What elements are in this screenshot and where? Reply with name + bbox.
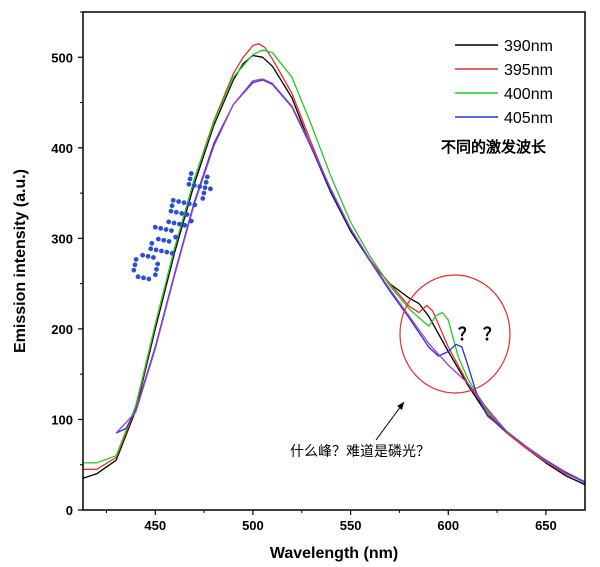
watermark-dot (173, 234, 179, 240)
watermark-dot (181, 200, 187, 206)
watermark-dot (204, 174, 210, 180)
watermark-dot (155, 236, 161, 242)
watermark-dot (163, 227, 169, 232)
watermark-dot (173, 209, 179, 215)
watermark-dot (197, 184, 203, 189)
callout-label: 什么峰？难道是磷光？ (290, 444, 430, 460)
y-tick-label: 400 (51, 141, 73, 156)
y-tick-label: 200 (51, 322, 73, 337)
peak-highlight-ellipse (399, 274, 511, 394)
watermark-dot (151, 255, 156, 260)
y-axis-ticks: 0 100 200 300 400 500 (51, 11, 83, 518)
x-tick-label: 550 (340, 518, 362, 533)
watermark-dot (133, 257, 139, 262)
callout-arrow-head (397, 402, 404, 410)
watermark-dot (202, 185, 208, 191)
legend: 390nm 395nm 400nm 405nm (455, 38, 553, 127)
plot-lines (82, 43, 586, 486)
watermark-dot (184, 212, 190, 217)
watermark-dot (135, 274, 141, 280)
watermark-dot (192, 202, 198, 208)
y-tick-label: 100 (51, 412, 73, 427)
watermark-dot (169, 250, 175, 256)
watermark-dot (187, 176, 193, 182)
watermark-dot (201, 190, 207, 196)
watermark-dot (141, 275, 146, 281)
watermark-dot (169, 203, 175, 209)
x-tick-label: 650 (535, 518, 557, 533)
callout-arrow-line (375, 401, 405, 441)
watermark-dot (186, 201, 192, 207)
series-line-400nm (83, 49, 586, 484)
watermark-dot (177, 221, 182, 227)
watermark-dot (131, 267, 137, 273)
legend-label: 405nm (504, 110, 553, 127)
legend-label: 400nm (504, 86, 553, 103)
watermark-dot (152, 272, 158, 278)
x-tick-label: 450 (144, 518, 166, 533)
watermark-dot (148, 246, 154, 252)
watermark-dot (154, 266, 159, 272)
watermark-dot (188, 171, 194, 176)
watermark-dot (188, 218, 194, 224)
watermark-dot (166, 219, 172, 225)
x-tick-label: 600 (437, 518, 459, 533)
watermark-dot (145, 253, 151, 259)
watermark-dot (208, 186, 213, 192)
watermark-dot (161, 237, 167, 243)
legend-caption: 不同的激发波长 (441, 138, 547, 156)
legend-label: 395nm (504, 62, 553, 79)
watermark-dot (140, 252, 146, 258)
watermark-dot (164, 249, 170, 255)
y-axis-title: Emission intensity (a.u.) (12, 169, 29, 353)
watermark-dot (171, 220, 177, 226)
y-tick-label: 0 (66, 503, 73, 518)
watermark-dot (176, 199, 182, 204)
x-axis-title: Wavelength (nm) (270, 545, 398, 562)
watermark-dot (146, 276, 152, 282)
x-tick-label: 500 (242, 518, 264, 533)
watermark-dot (182, 222, 188, 228)
watermark-dot (153, 247, 159, 253)
watermark-dot (149, 240, 155, 246)
watermark-dot (152, 224, 158, 230)
watermark-dot (132, 262, 138, 268)
watermark-dot (203, 179, 209, 185)
y-tick-label: 500 (51, 50, 73, 65)
watermark-dot (169, 228, 174, 234)
legend-label: 390nm (504, 38, 553, 55)
series-line-extra-4 (115, 78, 586, 484)
plot-frame (82, 11, 586, 511)
dotted-watermark-icon (131, 171, 213, 282)
watermark-dot (200, 196, 206, 201)
watermark-dot (170, 197, 176, 203)
watermark-dot (186, 181, 192, 187)
y-tick-label: 300 (51, 231, 73, 246)
watermark-dot (166, 238, 172, 244)
watermark-dot (179, 210, 185, 216)
watermark-dot (168, 208, 174, 214)
watermark-dot (159, 248, 164, 254)
watermark-dot (191, 182, 197, 188)
question-marks-label: ？？ (458, 325, 508, 345)
watermark-dot (158, 225, 164, 231)
x-axis-ticks: 450 500 550 600 650 (105, 510, 557, 533)
watermark-dot (155, 261, 161, 267)
